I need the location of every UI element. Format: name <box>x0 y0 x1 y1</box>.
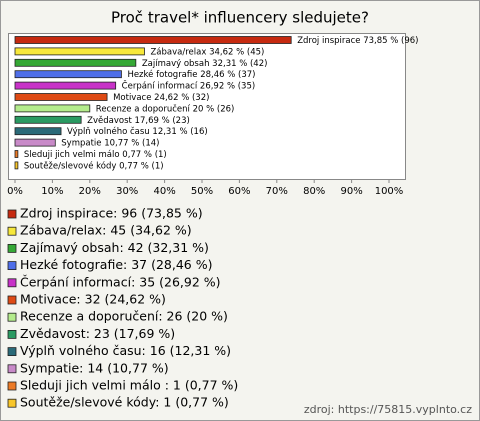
legend-label: Recenze a doporučení: 26 (20 %) <box>20 309 228 324</box>
x-tick-label: 80% <box>303 186 325 197</box>
bar-label: Hezké fotografie 28,46 % (37) <box>127 69 255 80</box>
bar <box>14 36 292 44</box>
legend-label: Motivace: 32 (24,62 %) <box>20 292 166 307</box>
category-label: Zvědavost <box>87 115 132 125</box>
bar <box>14 138 56 147</box>
bar-label: Sleduji jich velmi málo 0,77 % (1) <box>24 150 167 160</box>
category-label: Zdroj inspirace <box>297 36 360 46</box>
bar <box>14 161 19 170</box>
legend-swatch <box>7 261 17 271</box>
x-tick-label: 30% <box>116 186 138 197</box>
legend-label: Zvědavost: 23 (17,69 %) <box>20 326 175 341</box>
source: zdroj: https://75815.vyplnto.cz <box>304 403 472 416</box>
bar-label: Motivace 24,62 % (32) <box>113 93 209 103</box>
legend-swatch <box>7 381 17 391</box>
bar <box>14 127 62 136</box>
legend-label: Soutěže/slevové kódy: 1 (0,77 %) <box>20 395 229 410</box>
value-label: 17,69 % (23) <box>135 115 190 125</box>
bar-label: Zdroj inspirace 73,85 % (96) <box>297 36 418 46</box>
value-label: 73,85 % (96) <box>363 36 418 46</box>
bar-label: Výplň volného času 12,31 % (16) <box>67 126 208 137</box>
legend-swatch <box>7 312 17 322</box>
value-label: 20 % (26) <box>193 104 235 114</box>
x-tick-label: 20% <box>79 186 101 197</box>
bar <box>14 115 82 124</box>
legend-swatch <box>7 398 17 408</box>
bar <box>14 81 117 90</box>
bar <box>14 150 19 158</box>
legend-label: Zábava/relax: 45 (34,62 %) <box>20 223 192 238</box>
category-label: Sympatie <box>61 138 101 148</box>
bar <box>14 47 145 56</box>
value-label: 34,62 % (45) <box>209 47 264 57</box>
legend-label: Zdroj inspirace: 96 (73,85 %) <box>20 206 203 221</box>
legend-swatch <box>7 295 17 305</box>
x-tick-label: 50% <box>191 186 213 197</box>
bar-label: Zvědavost 17,69 % (23) <box>87 115 190 125</box>
bar-label: Zajímavý obsah 32,31 % (42) <box>142 58 268 68</box>
x-tick-label: 10% <box>41 186 63 197</box>
legend-label: Čerpání informací: 35 (26,92 %) <box>20 274 221 289</box>
value-label: 10,77 % (14) <box>104 138 159 148</box>
category-label: Motivace <box>113 93 151 103</box>
legend-label: Výplň volného času: 16 (12,31 %) <box>20 343 231 358</box>
legend-swatch <box>7 347 17 357</box>
category-label: Výplň volného času <box>67 126 150 137</box>
legend-swatch <box>7 364 17 374</box>
category-label: Čerpání informací <box>122 79 198 91</box>
bar <box>14 70 122 79</box>
legend-swatch <box>7 243 17 253</box>
legend-label: Sympatie: 14 (10,77 %) <box>20 360 169 375</box>
bar <box>14 104 91 113</box>
category-label: Recenze a doporučení <box>96 103 191 114</box>
category-label: Sleduji jich velmi málo <box>24 150 120 160</box>
value-label: 24,62 % (32) <box>154 93 209 103</box>
value-label: 12,31 % (16) <box>152 127 207 137</box>
x-tick-label: 60% <box>228 186 250 197</box>
legend-label: Zajímavý obsah: 42 (32,31 %) <box>20 240 209 255</box>
x-tick-label: 100% <box>375 186 404 197</box>
x-tick-label: 70% <box>266 186 288 197</box>
bar-label: Čerpání informací 26,92 % (35) <box>122 79 256 91</box>
bar-label: Soutěže/slevové kódy 0,77 % (1) <box>24 160 164 171</box>
value-label: 0,77 % (1) <box>119 161 163 171</box>
x-tick-label: 0% <box>7 186 23 197</box>
bar-label: Sympatie 10,77 % (14) <box>61 138 159 148</box>
legend-swatch <box>7 278 17 288</box>
legend-label: Sleduji jich velmi málo : 1 (0,77 %) <box>20 378 238 393</box>
category-label: Zajímavý obsah <box>142 58 210 68</box>
bar <box>14 93 108 101</box>
bar-label: Recenze a doporučení 20 % (26) <box>96 103 235 114</box>
legend-swatch <box>7 329 17 339</box>
chart-title: Proč travel* influencery sledujete? <box>111 9 369 27</box>
x-tick-label: 90% <box>340 186 362 197</box>
value-label: 0,77 % (1) <box>122 150 166 160</box>
category-label: Soutěže/slevové kódy <box>24 160 117 171</box>
legend-label: Hezké fotografie: 37 (28,46 %) <box>20 257 212 272</box>
category-label: Zábava/relax <box>150 47 206 57</box>
legend-swatch <box>7 209 17 219</box>
legend-swatch <box>7 226 17 236</box>
value-label: 28,46 % (37) <box>200 70 255 80</box>
x-tick-label: 40% <box>153 186 175 197</box>
category-label: Hezké fotografie <box>127 69 197 80</box>
bar-label: Zábava/relax 34,62 % (45) <box>150 47 264 57</box>
value-label: 26,92 % (35) <box>200 81 255 91</box>
bar <box>14 58 137 67</box>
value-label: 32,31 % (42) <box>212 58 267 68</box>
